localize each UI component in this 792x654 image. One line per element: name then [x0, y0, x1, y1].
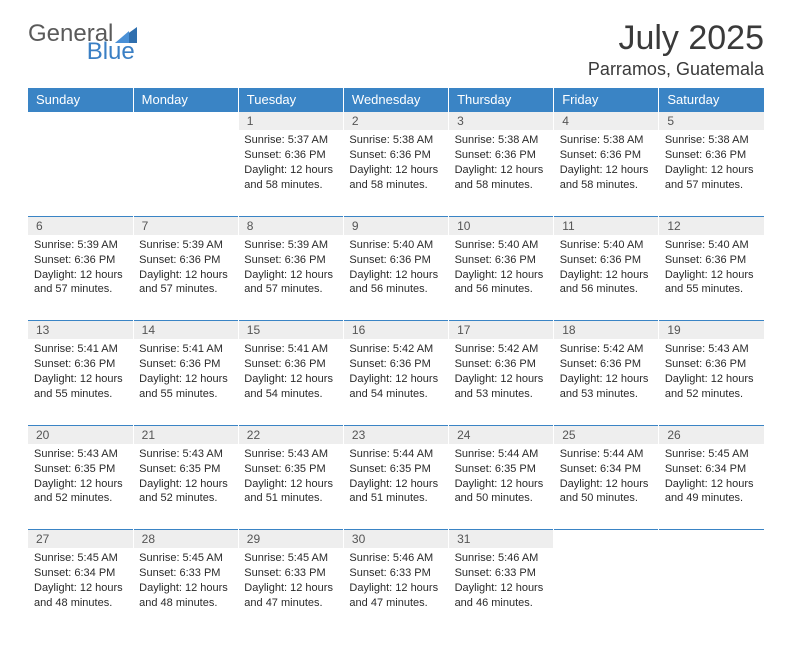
weekday-monday: Monday: [133, 88, 238, 112]
day-26-cell: Sunrise: 5:45 AMSunset: 6:34 PMDaylight:…: [659, 444, 764, 530]
weekday-saturday: Saturday: [659, 88, 764, 112]
day-18-cell: Sunrise: 5:42 AMSunset: 6:36 PMDaylight:…: [554, 339, 659, 425]
week-5-body-row: Sunrise: 5:45 AMSunset: 6:34 PMDaylight:…: [28, 548, 764, 634]
day-5-number: 5: [659, 112, 764, 131]
weekday-sunday: Sunday: [28, 88, 133, 112]
title-block: July 2025 Parramos, Guatemala: [588, 20, 764, 80]
day-10-cell: Sunrise: 5:40 AMSunset: 6:36 PMDaylight:…: [449, 235, 554, 321]
day-23-number: 23: [343, 425, 448, 444]
day-17-number: 17: [449, 321, 554, 340]
day-3-cell: Sunrise: 5:38 AMSunset: 6:36 PMDaylight:…: [449, 130, 554, 216]
day-17-cell: Sunrise: 5:42 AMSunset: 6:36 PMDaylight:…: [449, 339, 554, 425]
week-4-daynum-row: 20212223242526: [28, 425, 764, 444]
day-13-number: 13: [28, 321, 133, 340]
weekday-wednesday: Wednesday: [343, 88, 448, 112]
brand-line2: Gene Blue: [28, 38, 135, 66]
day-8-number: 8: [238, 216, 343, 235]
day-21-number: 21: [133, 425, 238, 444]
day-22-cell: Sunrise: 5:43 AMSunset: 6:35 PMDaylight:…: [238, 444, 343, 530]
day-16-number: 16: [343, 321, 448, 340]
day-16-cell: Sunrise: 5:42 AMSunset: 6:36 PMDaylight:…: [343, 339, 448, 425]
month-title: July 2025: [588, 20, 764, 57]
day-18-number: 18: [554, 321, 659, 340]
empty-cell: [133, 112, 238, 131]
day-4-number: 4: [554, 112, 659, 131]
day-25-number: 25: [554, 425, 659, 444]
calendar-table: SundayMondayTuesdayWednesdayThursdayFrid…: [28, 88, 764, 634]
day-14-number: 14: [133, 321, 238, 340]
day-15-cell: Sunrise: 5:41 AMSunset: 6:36 PMDaylight:…: [238, 339, 343, 425]
week-4-body-row: Sunrise: 5:43 AMSunset: 6:35 PMDaylight:…: [28, 444, 764, 530]
empty-cell: [133, 130, 238, 216]
day-15-number: 15: [238, 321, 343, 340]
day-6-number: 6: [28, 216, 133, 235]
day-2-cell: Sunrise: 5:38 AMSunset: 6:36 PMDaylight:…: [343, 130, 448, 216]
empty-cell: [28, 112, 133, 131]
week-5-daynum-row: 2728293031: [28, 530, 764, 549]
day-10-number: 10: [449, 216, 554, 235]
day-11-cell: Sunrise: 5:40 AMSunset: 6:36 PMDaylight:…: [554, 235, 659, 321]
day-31-number: 31: [449, 530, 554, 549]
week-2-body-row: Sunrise: 5:39 AMSunset: 6:36 PMDaylight:…: [28, 235, 764, 321]
day-27-cell: Sunrise: 5:45 AMSunset: 6:34 PMDaylight:…: [28, 548, 133, 634]
page-header: General July 2025 Parramos, Guatemala: [28, 20, 764, 80]
day-23-cell: Sunrise: 5:44 AMSunset: 6:35 PMDaylight:…: [343, 444, 448, 530]
day-22-number: 22: [238, 425, 343, 444]
empty-cell: [659, 548, 764, 634]
day-20-cell: Sunrise: 5:43 AMSunset: 6:35 PMDaylight:…: [28, 444, 133, 530]
weekday-friday: Friday: [554, 88, 659, 112]
weekday-row: SundayMondayTuesdayWednesdayThursdayFrid…: [28, 88, 764, 112]
day-24-number: 24: [449, 425, 554, 444]
day-27-number: 27: [28, 530, 133, 549]
week-2-daynum-row: 6789101112: [28, 216, 764, 235]
day-7-number: 7: [133, 216, 238, 235]
day-29-number: 29: [238, 530, 343, 549]
day-7-cell: Sunrise: 5:39 AMSunset: 6:36 PMDaylight:…: [133, 235, 238, 321]
calendar-head: SundayMondayTuesdayWednesdayThursdayFrid…: [28, 88, 764, 112]
weekday-thursday: Thursday: [449, 88, 554, 112]
day-30-cell: Sunrise: 5:46 AMSunset: 6:33 PMDaylight:…: [343, 548, 448, 634]
day-6-cell: Sunrise: 5:39 AMSunset: 6:36 PMDaylight:…: [28, 235, 133, 321]
day-24-cell: Sunrise: 5:44 AMSunset: 6:35 PMDaylight:…: [449, 444, 554, 530]
day-31-cell: Sunrise: 5:46 AMSunset: 6:33 PMDaylight:…: [449, 548, 554, 634]
day-5-cell: Sunrise: 5:38 AMSunset: 6:36 PMDaylight:…: [659, 130, 764, 216]
weekday-tuesday: Tuesday: [238, 88, 343, 112]
week-1-body-row: Sunrise: 5:37 AMSunset: 6:36 PMDaylight:…: [28, 130, 764, 216]
calendar-body: 12345Sunrise: 5:37 AMSunset: 6:36 PMDayl…: [28, 112, 764, 635]
day-20-number: 20: [28, 425, 133, 444]
day-1-cell: Sunrise: 5:37 AMSunset: 6:36 PMDaylight:…: [238, 130, 343, 216]
day-12-number: 12: [659, 216, 764, 235]
day-30-number: 30: [343, 530, 448, 549]
day-12-cell: Sunrise: 5:40 AMSunset: 6:36 PMDaylight:…: [659, 235, 764, 321]
week-3-body-row: Sunrise: 5:41 AMSunset: 6:36 PMDaylight:…: [28, 339, 764, 425]
day-14-cell: Sunrise: 5:41 AMSunset: 6:36 PMDaylight:…: [133, 339, 238, 425]
day-9-cell: Sunrise: 5:40 AMSunset: 6:36 PMDaylight:…: [343, 235, 448, 321]
day-8-cell: Sunrise: 5:39 AMSunset: 6:36 PMDaylight:…: [238, 235, 343, 321]
day-28-cell: Sunrise: 5:45 AMSunset: 6:33 PMDaylight:…: [133, 548, 238, 634]
week-1-daynum-row: 12345: [28, 112, 764, 131]
day-29-cell: Sunrise: 5:45 AMSunset: 6:33 PMDaylight:…: [238, 548, 343, 634]
week-3-daynum-row: 13141516171819: [28, 321, 764, 340]
day-28-number: 28: [133, 530, 238, 549]
empty-cell: [659, 530, 764, 549]
day-2-number: 2: [343, 112, 448, 131]
day-4-cell: Sunrise: 5:38 AMSunset: 6:36 PMDaylight:…: [554, 130, 659, 216]
empty-cell: [554, 530, 659, 549]
day-19-cell: Sunrise: 5:43 AMSunset: 6:36 PMDaylight:…: [659, 339, 764, 425]
day-3-number: 3: [449, 112, 554, 131]
day-21-cell: Sunrise: 5:43 AMSunset: 6:35 PMDaylight:…: [133, 444, 238, 530]
location-text: Parramos, Guatemala: [588, 59, 764, 80]
day-26-number: 26: [659, 425, 764, 444]
empty-cell: [554, 548, 659, 634]
day-9-number: 9: [343, 216, 448, 235]
day-11-number: 11: [554, 216, 659, 235]
brand-part2: Blue: [87, 38, 135, 66]
day-25-cell: Sunrise: 5:44 AMSunset: 6:34 PMDaylight:…: [554, 444, 659, 530]
empty-cell: [28, 130, 133, 216]
day-13-cell: Sunrise: 5:41 AMSunset: 6:36 PMDaylight:…: [28, 339, 133, 425]
day-1-number: 1: [238, 112, 343, 131]
day-19-number: 19: [659, 321, 764, 340]
